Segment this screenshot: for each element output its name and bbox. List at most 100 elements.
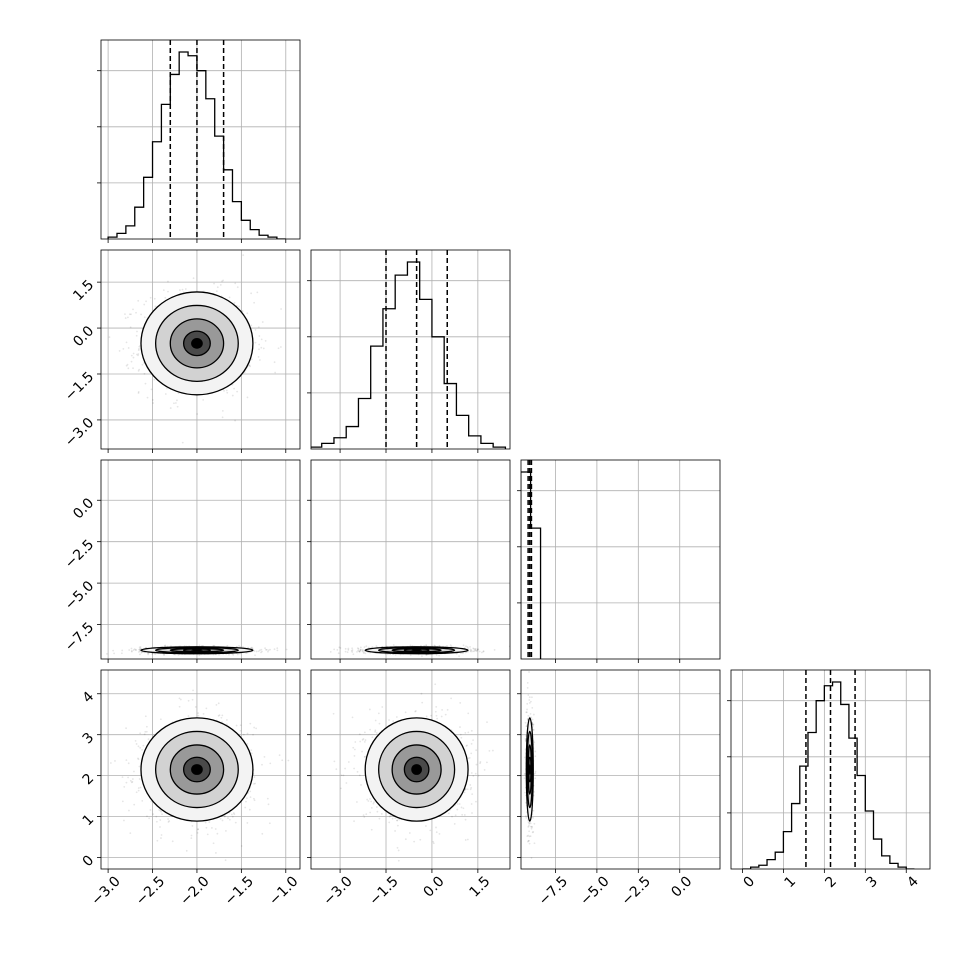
scatter-point (147, 653, 150, 656)
scatter-point (192, 277, 195, 280)
scatter-point (167, 280, 169, 283)
scatter-point (135, 743, 138, 745)
scatter-point (467, 647, 470, 650)
scatter-point (152, 402, 155, 404)
scatter-point (155, 820, 158, 823)
scatter-point (153, 297, 156, 300)
scatter-point (145, 300, 147, 303)
scatter-point (356, 647, 359, 650)
scatter-point (474, 772, 477, 775)
scatter-point (476, 648, 479, 651)
scatter-point (250, 749, 253, 752)
density-peak (191, 764, 203, 775)
scatter-point (358, 650, 361, 653)
marginal-plot-area (311, 250, 510, 449)
scatter-point (221, 819, 224, 822)
scatter-point (137, 789, 140, 792)
scatter-point (135, 649, 137, 652)
scatter-point (340, 787, 342, 790)
scatter-point (236, 390, 239, 393)
scatter-point (225, 723, 228, 726)
scatter-point (347, 647, 350, 650)
scatter-point (245, 797, 248, 800)
scatter-point (269, 648, 271, 651)
scatter-point (280, 308, 282, 310)
scatter-point (362, 652, 365, 654)
scatter-point (469, 648, 472, 651)
scatter-point (425, 644, 428, 647)
marginal-panel-p1 (97, 39, 301, 243)
scatter-point (212, 842, 215, 845)
scatter-point (130, 647, 133, 650)
scatter-point (375, 732, 378, 734)
scatter-point (130, 781, 133, 784)
scatter-point (359, 646, 362, 649)
scatter-point (215, 703, 218, 706)
scatter-point (435, 705, 438, 708)
scatter-point (159, 809, 162, 812)
scatter-point (246, 312, 249, 315)
scatter-point (234, 282, 237, 285)
scatter-point (238, 644, 240, 647)
scatter-point (143, 316, 146, 319)
scatter-point (162, 289, 165, 292)
scatter-point (264, 339, 267, 342)
scatter-point (114, 760, 116, 762)
scatter-point (156, 839, 159, 842)
scatter-point (438, 833, 441, 835)
scatter-point (265, 648, 268, 651)
scatter-point (265, 648, 267, 651)
scatter-point (159, 826, 161, 828)
scatter-point (435, 714, 438, 717)
scatter-point (160, 810, 163, 813)
scatter-point (361, 650, 364, 653)
scatter-point (239, 724, 242, 727)
scatter-point (263, 755, 266, 758)
contour-line (140, 717, 254, 822)
scatter-point (260, 648, 263, 651)
scatter-point (178, 705, 181, 708)
contour-line (154, 730, 239, 809)
scatter-point (364, 739, 367, 741)
scatter-point (357, 648, 360, 650)
scatter-point (477, 648, 480, 651)
scatter-point (376, 806, 378, 808)
scatter-point (174, 402, 177, 404)
scatter-point (346, 651, 349, 654)
scatter-point (139, 732, 142, 735)
scatter-point (438, 654, 441, 657)
scatter-point (356, 651, 358, 653)
scatter-point (133, 803, 136, 806)
scatter-point (164, 393, 167, 395)
scatter-point (109, 762, 112, 764)
scatter-point (178, 697, 181, 700)
scatter-point (169, 407, 172, 409)
scatter-point (146, 396, 149, 399)
density-peak (411, 649, 423, 652)
scatter-point (444, 713, 447, 716)
scatter-point (245, 800, 247, 803)
scatter-point (132, 356, 135, 359)
scatter-point (138, 765, 141, 768)
scatter-point (253, 650, 256, 652)
scatter-point (333, 648, 336, 651)
scatter-point (137, 349, 140, 352)
scatter-point (469, 788, 472, 791)
scatter-point (478, 650, 481, 653)
scatter-point (347, 649, 350, 651)
scatter-point (276, 649, 279, 652)
scatter-point (396, 824, 399, 827)
joint-panel-p1-p4 (97, 669, 301, 873)
scatter-point (152, 813, 155, 816)
scatter-point (138, 368, 141, 371)
scatter-point (233, 301, 236, 304)
scatter-point (388, 821, 391, 824)
scatter-point (359, 649, 362, 652)
marginal-plot-area (521, 460, 720, 659)
scatter-point (253, 776, 256, 778)
scatter-point (221, 416, 224, 419)
scatter-point (167, 290, 169, 293)
scatter-point (130, 649, 133, 652)
scatter-point (204, 821, 207, 824)
